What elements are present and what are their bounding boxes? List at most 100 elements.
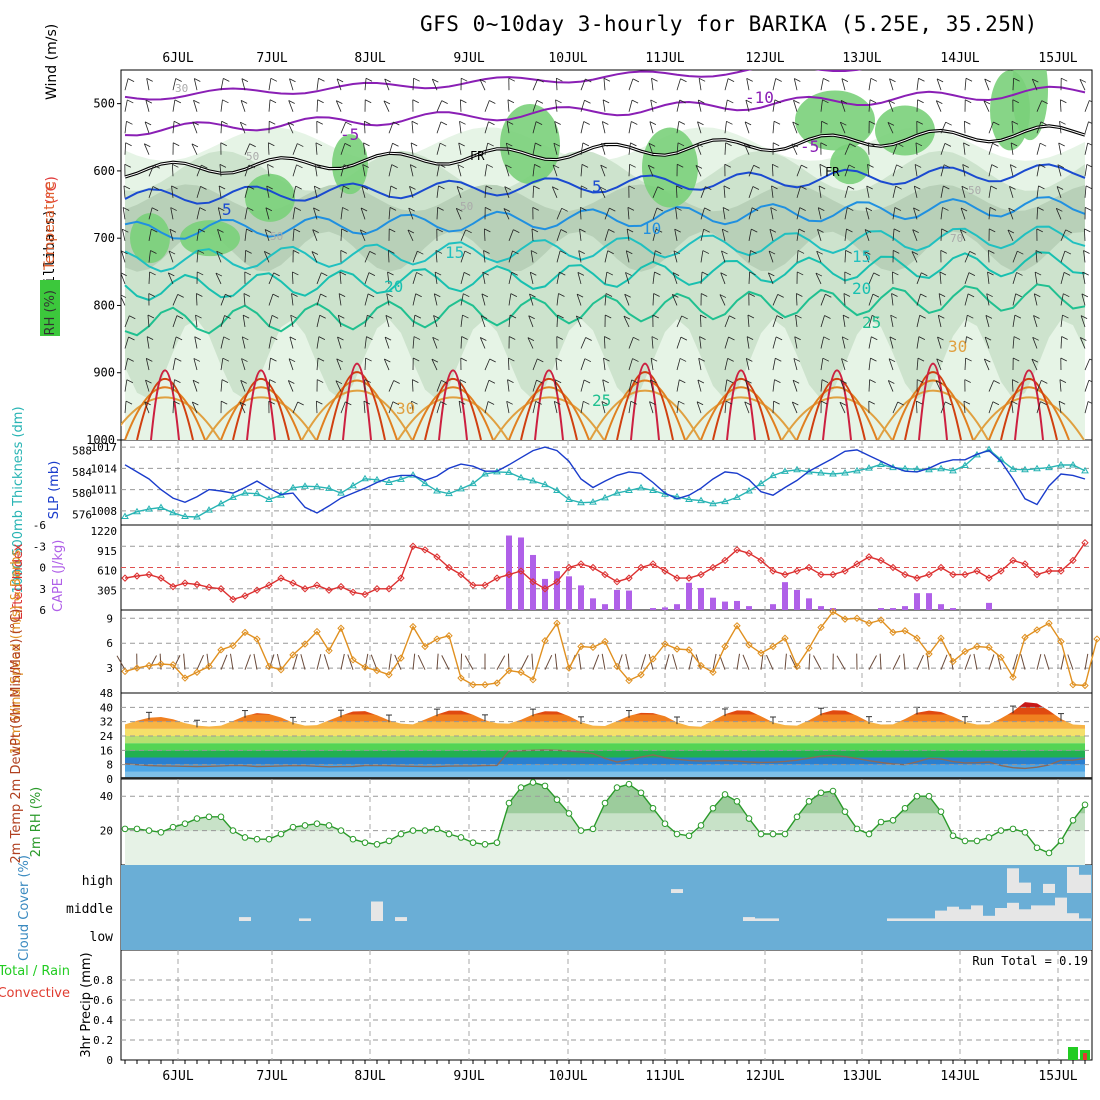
wind-barb-flag [486,164,494,168]
lifted-index-line-point [529,577,537,586]
wind10m-barb [766,654,774,670]
wind-barb-flag [508,357,515,362]
wind-barb-flag [341,228,348,233]
thickness-line-point [793,465,801,473]
wind-barb [1036,143,1041,155]
isotherm-label: 50 [270,230,283,243]
wind-barb-flag [822,357,830,362]
wind-barb-flag [123,185,131,190]
wind-barb-flag [794,336,801,341]
wind-barb [940,185,944,198]
isotherm-warm-arc [616,371,674,440]
wind-barb-flag [792,121,799,126]
wind-barb [819,164,822,177]
wind-barb-flag [727,78,735,82]
wind-barb [220,121,223,134]
wind-barb-flag [1010,142,1018,147]
wind-barb [193,358,198,371]
wind10m-barb [388,653,392,670]
wind-barb [144,401,150,414]
wind-barb-flag [695,165,703,169]
wind-barb [676,358,681,371]
rh2m-line-point [1069,816,1077,824]
wind-barb-flag [411,400,418,405]
wind-barb [844,250,847,263]
wind-barb-flag [241,358,248,362]
wind-barb [289,78,294,91]
wind-barb [601,401,606,414]
wind-barb-flag [601,401,609,405]
wind10m-speed-line-point [541,637,549,645]
wind-barb-flag [1087,142,1092,146]
li-tick-label: -6 [33,519,46,532]
thickness-line-point [469,479,477,487]
wind-barb [482,272,486,285]
wind-barb-flag [936,358,943,363]
wind-barb [292,186,297,198]
wind-barb [387,250,390,263]
wind-barb-flag [222,357,230,362]
wind-barb [505,164,510,177]
wind-barb [745,379,750,392]
wind-barb-flag [945,121,952,126]
wind-barb-flag [554,401,561,405]
lifted-index-line-point [949,570,957,579]
bottom-day-label: 10JUL [548,1069,587,1084]
precip-axis-label: 3hr Precip (mm) [79,952,94,1057]
wind10m-barb [664,654,670,670]
wind-barb-flag [482,271,489,276]
wind-barb-flag [1032,336,1039,341]
wind-barb-flag [1012,99,1019,104]
thickness-line-point [1033,464,1041,472]
wind-barb [1036,207,1039,220]
wind-tick-label: 3 [106,662,113,675]
wind-barb-flag [240,380,247,384]
wind-barb [986,293,990,306]
wind-barb [337,315,342,328]
rh2m-line-point [253,835,261,843]
wind-barb-flag [561,207,568,212]
wind10m-speed-line-point [469,680,477,689]
wind-barb-flag [792,379,800,384]
wind-barb-flag [772,163,779,168]
wind10m-barb [253,653,258,670]
wind-barb-flag [388,250,395,254]
wind-barb [1060,272,1065,285]
wind-barb-flag [656,207,664,212]
wind-barb [265,207,270,220]
wind-barb [964,336,967,349]
wind-barb [266,185,270,198]
wind-barb-flag [672,272,680,276]
wind10m-barb [973,653,978,670]
wind-barb-flag [534,164,541,168]
wind-barb-flag [822,99,829,104]
top-day-label: 12JUL [745,51,784,66]
wind-barb-flag [315,142,323,147]
precip-tick-label: 0.6 [93,994,113,1007]
wind-barb-flag [1034,293,1041,298]
wind-barb [746,78,750,91]
wind-barb-flag [984,336,992,341]
wind-barb [192,121,198,134]
wind10m-barb [1067,654,1074,670]
thickness-line-point [481,470,489,477]
wind-barb [820,379,823,392]
wind-barb-flag [896,164,903,169]
wind-barb-flag [367,293,375,298]
wind-barb [167,272,174,285]
wind-barb [792,380,798,392]
wind-barb-flag [489,358,496,363]
rh2m-line-point [193,815,201,822]
wind-barb-flag [220,142,227,147]
thickness-axis-label: 1000-500mb Thickness (dm) [11,406,26,593]
wind-barb [388,143,393,155]
wind10m-barb [441,655,450,670]
wind-barb [553,143,558,155]
wind-barb-flag [557,314,564,319]
lifted-index-line-point [1057,567,1065,575]
wind-barb-flag [201,164,208,169]
wind-barb-flag [916,400,923,405]
wind-barb-flag [1089,100,1092,103]
wind-barb-flag [577,271,585,276]
